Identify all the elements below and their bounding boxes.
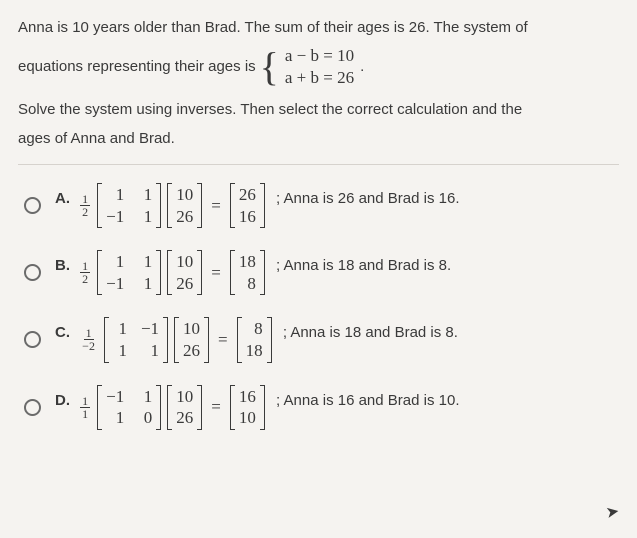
brace-icon: {	[260, 47, 279, 87]
vector-result: 818	[237, 317, 272, 362]
option-letter: C.	[55, 324, 70, 341]
option-d[interactable]: D. 11 −1110 1026 = 1610 ; Anna is 16 and…	[24, 385, 619, 430]
trailing-period: .	[360, 55, 364, 78]
option-a-content: A. 12 1−111 1026 = 2616 ; Anna is 26 and…	[55, 183, 460, 228]
matrix-2x2: 1−111	[97, 250, 161, 295]
question-text-line3: Solve the system using inverses. Then se…	[18, 98, 619, 121]
radio-a[interactable]	[24, 197, 41, 214]
vector-result: 1610	[230, 385, 265, 430]
equals-sign: =	[211, 193, 221, 219]
option-a-math: 12 1−111 1026 = 2616	[80, 183, 268, 228]
option-b-math: 12 1−111 1026 = 188	[80, 250, 268, 295]
option-d-math: 11 −1110 1026 = 1610	[80, 385, 268, 430]
option-c[interactable]: C. 1−2 11−11 1026 = 818 ; Anna is 18 and…	[24, 317, 619, 362]
matrix-2x2: 11−11	[104, 317, 168, 362]
matrix-2x2: −1110	[97, 385, 161, 430]
question-text-line2-pre: equations representing their ages is	[18, 55, 256, 78]
vector: 1026	[167, 250, 202, 295]
option-desc: ; Anna is 26 and Brad is 16.	[276, 190, 459, 207]
radio-d[interactable]	[24, 399, 41, 416]
option-c-math: 1−2 11−11 1026 = 818	[80, 317, 274, 362]
equals-sign: =	[211, 260, 221, 286]
question-equation-row: equations representing their ages is { a…	[18, 45, 619, 88]
radio-c[interactable]	[24, 331, 41, 348]
fraction: 1−2	[80, 327, 97, 352]
option-letter: A.	[55, 190, 70, 207]
cursor-icon: ➤	[604, 500, 622, 527]
option-a[interactable]: A. 12 1−111 1026 = 2616 ; Anna is 26 and…	[24, 183, 619, 228]
fraction: 12	[80, 193, 90, 218]
equation-1: a − b = 10	[285, 45, 354, 66]
equals-sign: =	[218, 327, 228, 353]
equals-sign: =	[211, 394, 221, 420]
options-list: A. 12 1−111 1026 = 2616 ; Anna is 26 and…	[24, 183, 619, 429]
option-desc: ; Anna is 16 and Brad is 10.	[276, 392, 459, 409]
matrix-2x2: 1−111	[97, 183, 161, 228]
option-desc: ; Anna is 18 and Brad is 8.	[276, 257, 451, 274]
option-letter: D.	[55, 392, 70, 409]
fraction: 12	[80, 260, 90, 285]
vector-result: 188	[230, 250, 265, 295]
option-b[interactable]: B. 12 1−111 1026 = 188 ; Anna is 18 and …	[24, 250, 619, 295]
option-b-content: B. 12 1−111 1026 = 188 ; Anna is 18 and …	[55, 250, 451, 295]
vector-result: 2616	[230, 183, 265, 228]
equation-system: a − b = 10 a + b = 26	[285, 45, 354, 88]
radio-b[interactable]	[24, 264, 41, 281]
vector: 1026	[167, 385, 202, 430]
divider	[18, 164, 619, 165]
equation-2: a + b = 26	[285, 67, 354, 88]
question-text-line1: Anna is 10 years older than Brad. The su…	[18, 16, 619, 39]
fraction: 11	[80, 395, 90, 420]
option-c-content: C. 1−2 11−11 1026 = 818 ; Anna is 18 and…	[55, 317, 458, 362]
option-d-content: D. 11 −1110 1026 = 1610 ; Anna is 16 and…	[55, 385, 460, 430]
option-letter: B.	[55, 257, 70, 274]
vector: 1026	[174, 317, 209, 362]
vector: 1026	[167, 183, 202, 228]
question-text-line4: ages of Anna and Brad.	[18, 127, 619, 150]
option-desc: ; Anna is 18 and Brad is 8.	[283, 324, 458, 341]
